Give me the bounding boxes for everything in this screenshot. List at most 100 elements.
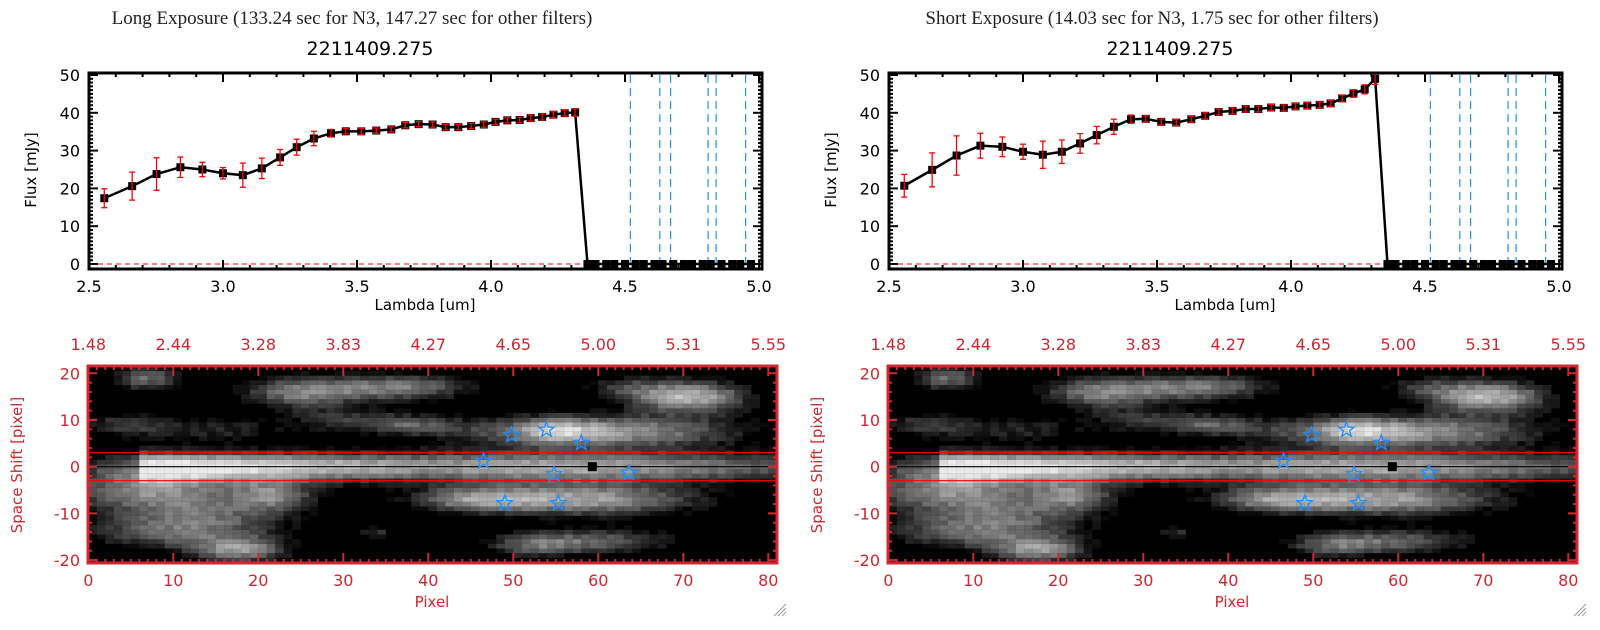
error-bar xyxy=(328,128,335,138)
heatmap-cell xyxy=(1330,431,1339,437)
heatmap-cell xyxy=(981,506,991,512)
heatmap-cell xyxy=(1262,445,1271,451)
heatmap-cell xyxy=(241,525,250,530)
heatmap-cell xyxy=(402,408,412,414)
heatmap-cell xyxy=(1007,427,1016,432)
heatmap-cell xyxy=(1279,445,1288,451)
heatmap-cell xyxy=(1398,417,1407,423)
heatmap-cell xyxy=(640,534,650,540)
heatmap-cell xyxy=(913,520,923,526)
heatmap-cell xyxy=(572,459,582,465)
heatmap-cell xyxy=(292,459,301,465)
heatmap-cell xyxy=(147,543,157,549)
heatmap-cell xyxy=(479,497,488,502)
heatmap-cell xyxy=(258,506,267,512)
heatmap-cell xyxy=(768,459,777,465)
heatmap-cell xyxy=(913,529,923,535)
heatmap-cell xyxy=(990,483,999,488)
heatmap-cell xyxy=(1058,525,1067,530)
heatmap-cell xyxy=(547,441,556,446)
heatmap-cell xyxy=(224,422,233,428)
heatmap-cell xyxy=(1075,384,1084,390)
heatmap-cell xyxy=(1100,403,1110,409)
heatmap-cell xyxy=(1117,492,1127,498)
heatmap-cell xyxy=(734,455,743,460)
heatmap-cell xyxy=(1143,459,1152,465)
heatmap-cell xyxy=(964,483,974,488)
heatmap-cell xyxy=(615,384,624,390)
error-bar xyxy=(929,152,936,188)
heatmap-cell xyxy=(666,445,675,451)
heatmap-cell xyxy=(1432,408,1441,414)
long-exposure-figure: Long Exposure (133.24 sec for N3, 147.27… xyxy=(8,8,787,617)
heatmap-cell xyxy=(1109,483,1118,488)
heatmap-cell xyxy=(1024,553,1033,558)
heatmap-cell xyxy=(1296,492,1305,498)
heatmap-cell xyxy=(1423,525,1433,530)
heatmap-cell xyxy=(1041,506,1050,512)
heatmap-cell xyxy=(674,506,684,512)
heatmap-cell xyxy=(428,412,437,418)
heatmap-cell xyxy=(956,506,965,512)
heatmap-cell xyxy=(1279,422,1288,428)
heatmap-cell xyxy=(309,492,318,498)
x-axis-label: Lambda [um] xyxy=(1175,296,1276,314)
heatmap-cell xyxy=(1415,543,1424,549)
heatmap-cell xyxy=(1092,506,1101,512)
heatmap-cell xyxy=(930,431,940,437)
heatmap-cell xyxy=(632,469,641,474)
heatmap-cell xyxy=(973,539,982,544)
heatmap-cell xyxy=(939,529,948,535)
heatmap-cell xyxy=(343,403,352,409)
heatmap-cell xyxy=(190,529,199,535)
heatmap-cell xyxy=(717,408,726,414)
heatmap-cell xyxy=(1134,370,1144,376)
heatmap-cell xyxy=(351,473,361,479)
heatmap-cell xyxy=(496,511,505,516)
heatmap-cell xyxy=(581,417,590,423)
heatmap-cell xyxy=(105,455,114,460)
heatmap-cell xyxy=(122,455,131,460)
heatmap-cell xyxy=(513,455,522,460)
heatmap-cell xyxy=(538,455,548,460)
heatmap-cell xyxy=(947,525,957,530)
heatmap-cell xyxy=(428,506,437,512)
heatmap-cell xyxy=(666,422,675,428)
heatmap-cell xyxy=(292,506,301,512)
heatmap-cell xyxy=(173,370,182,376)
heatmap-cell xyxy=(1126,398,1135,404)
heatmap-cell xyxy=(1381,501,1390,507)
heatmap-cell xyxy=(913,525,923,530)
heatmap-cell xyxy=(1406,506,1416,512)
heatmap-cell xyxy=(939,520,948,526)
heatmap-cell xyxy=(1355,422,1365,428)
heatmap-cell xyxy=(275,492,284,498)
heatmap-cell xyxy=(402,455,412,460)
heatmap-cell xyxy=(351,370,361,376)
heatmap-cell xyxy=(1219,473,1229,479)
heatmap-cell xyxy=(411,431,420,437)
heatmap-cell xyxy=(419,473,429,479)
heatmap-cell xyxy=(930,543,940,549)
heatmap-cell xyxy=(691,459,701,465)
heatmap-cell xyxy=(1168,394,1178,400)
heatmap-cell xyxy=(1066,469,1076,474)
heatmap-cell xyxy=(1015,436,1025,442)
heatmap-cell xyxy=(615,380,624,386)
heatmap-cell xyxy=(377,455,386,460)
star-marker xyxy=(495,493,515,512)
heatmap-cell xyxy=(326,408,335,414)
heatmap-cell xyxy=(1041,483,1050,488)
heatmap-cell xyxy=(496,441,505,446)
heatmap-cell xyxy=(1423,436,1433,442)
heatmap-cell xyxy=(1381,469,1390,474)
heatmap-cell xyxy=(1364,548,1373,554)
heatmap-cell xyxy=(1041,417,1050,423)
heatmap-cell xyxy=(156,473,165,479)
heatmap-cell xyxy=(1347,506,1356,512)
heatmap-cell xyxy=(990,455,999,460)
heatmap-cell xyxy=(538,422,548,428)
heatmap-cell xyxy=(1440,459,1450,465)
resize-grip-icon[interactable] xyxy=(773,603,787,617)
heatmap-cell xyxy=(1313,492,1322,498)
